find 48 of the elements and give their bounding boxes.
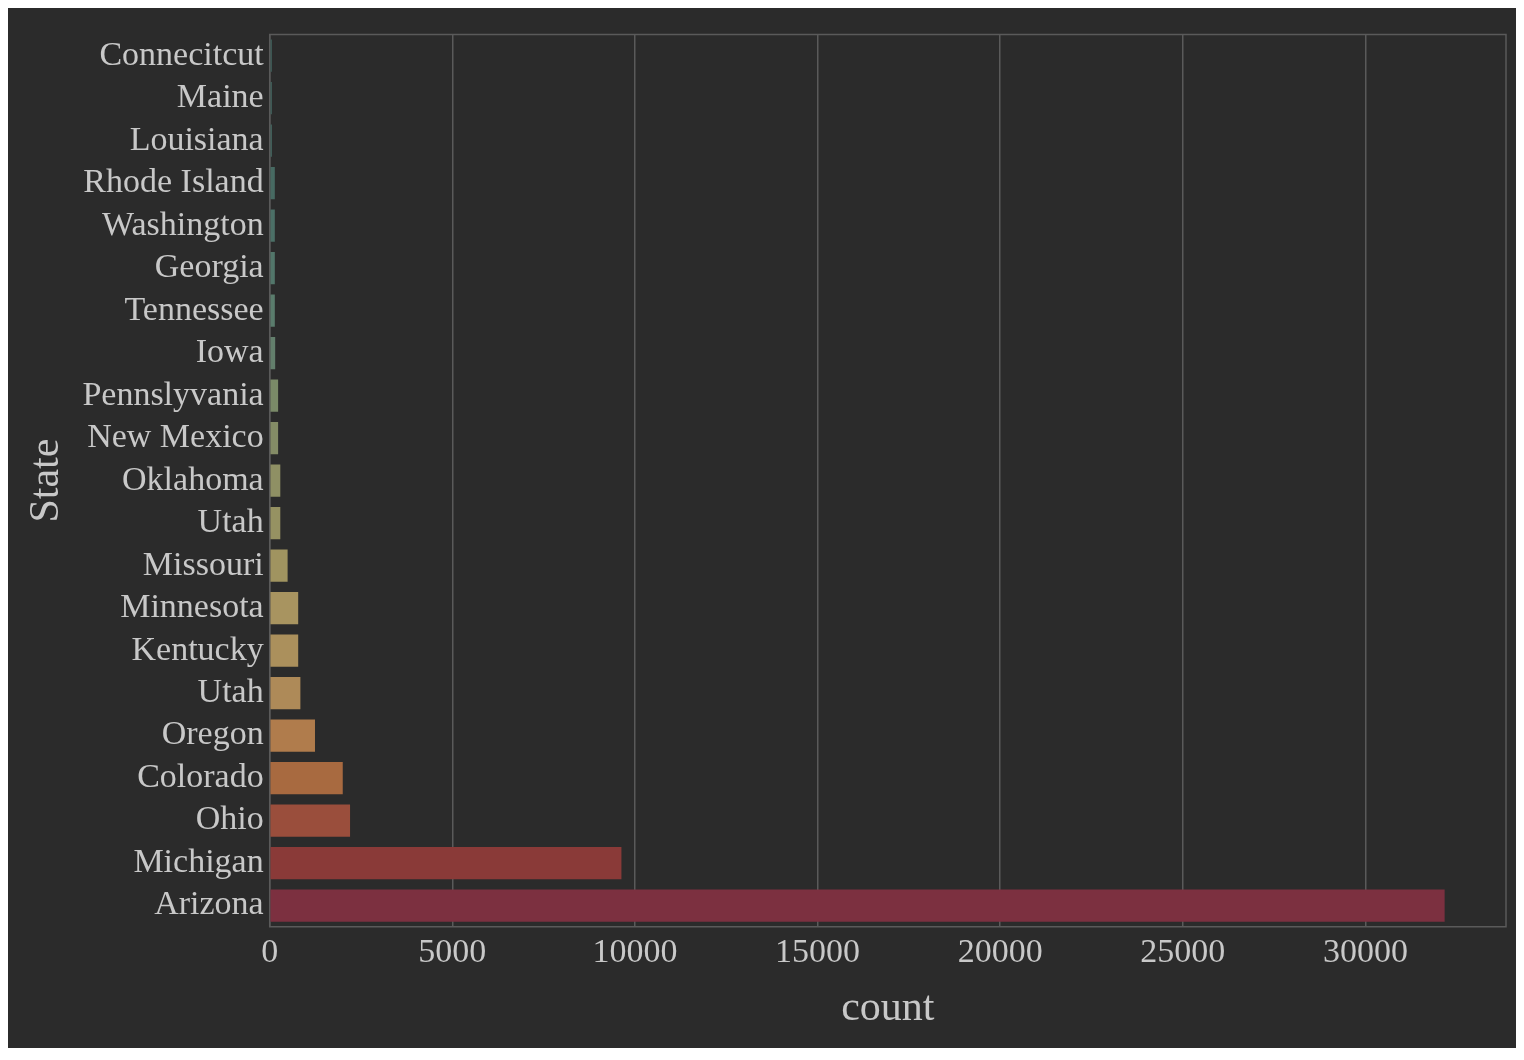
x-tick-label: 25000 [1140, 932, 1226, 970]
bar [270, 889, 1445, 922]
x-tick-label: 0 [261, 932, 279, 970]
y-tick-label: Arizona [154, 884, 264, 922]
bar [270, 379, 279, 412]
bar [270, 464, 281, 497]
bar [270, 421, 279, 455]
y-tick-label: Utah [197, 672, 264, 709]
y-tick-label: Iowa [195, 332, 264, 370]
y-tick-label: Louisiana [129, 119, 264, 157]
y-tick-label: Oregon [161, 714, 264, 752]
x-tick-label: 20000 [957, 932, 1043, 970]
y-tick-label: Connecitcut [99, 34, 265, 72]
y-tick-label: Rhode Island [83, 162, 264, 200]
y-axis-title: State [21, 438, 68, 523]
y-tick-label: New Mexico [87, 417, 264, 455]
bar [270, 634, 299, 667]
bar [270, 761, 343, 795]
y-tick-label: Colorado [137, 756, 264, 794]
x-tick-label: 15000 [775, 932, 861, 970]
bar [270, 676, 301, 710]
bar [270, 591, 299, 625]
x-tick-label: 30000 [1322, 932, 1408, 970]
y-tick-label: Maine [176, 77, 264, 115]
bar [270, 251, 275, 285]
bar [270, 804, 351, 837]
bar [270, 336, 276, 370]
bar [270, 549, 288, 582]
x-tick-label: 5000 [418, 932, 487, 970]
bar [270, 209, 275, 242]
bar [270, 846, 622, 880]
y-tick-label: Ohio [195, 799, 264, 837]
bar [270, 294, 275, 327]
bar [270, 719, 315, 752]
x-axis-title: count [841, 982, 935, 1029]
y-tick-label: Utah [197, 502, 264, 540]
y-tick-label: Georgia [154, 247, 264, 285]
y-tick-label: Pennslyvania [82, 374, 264, 412]
y-tick-label: Missouri [142, 544, 264, 582]
bar [270, 166, 275, 200]
bar [270, 506, 281, 540]
y-tick-label: Kentucky [131, 629, 264, 667]
y-tick-label: Oklahoma [122, 459, 264, 497]
y-tick-label: Minnesota [120, 587, 264, 625]
x-tick-label: 10000 [592, 932, 678, 970]
y-tick-label: Washington [102, 204, 264, 242]
y-tick-label: Tennessee [124, 289, 264, 327]
y-tick-label: Michigan [133, 841, 264, 879]
